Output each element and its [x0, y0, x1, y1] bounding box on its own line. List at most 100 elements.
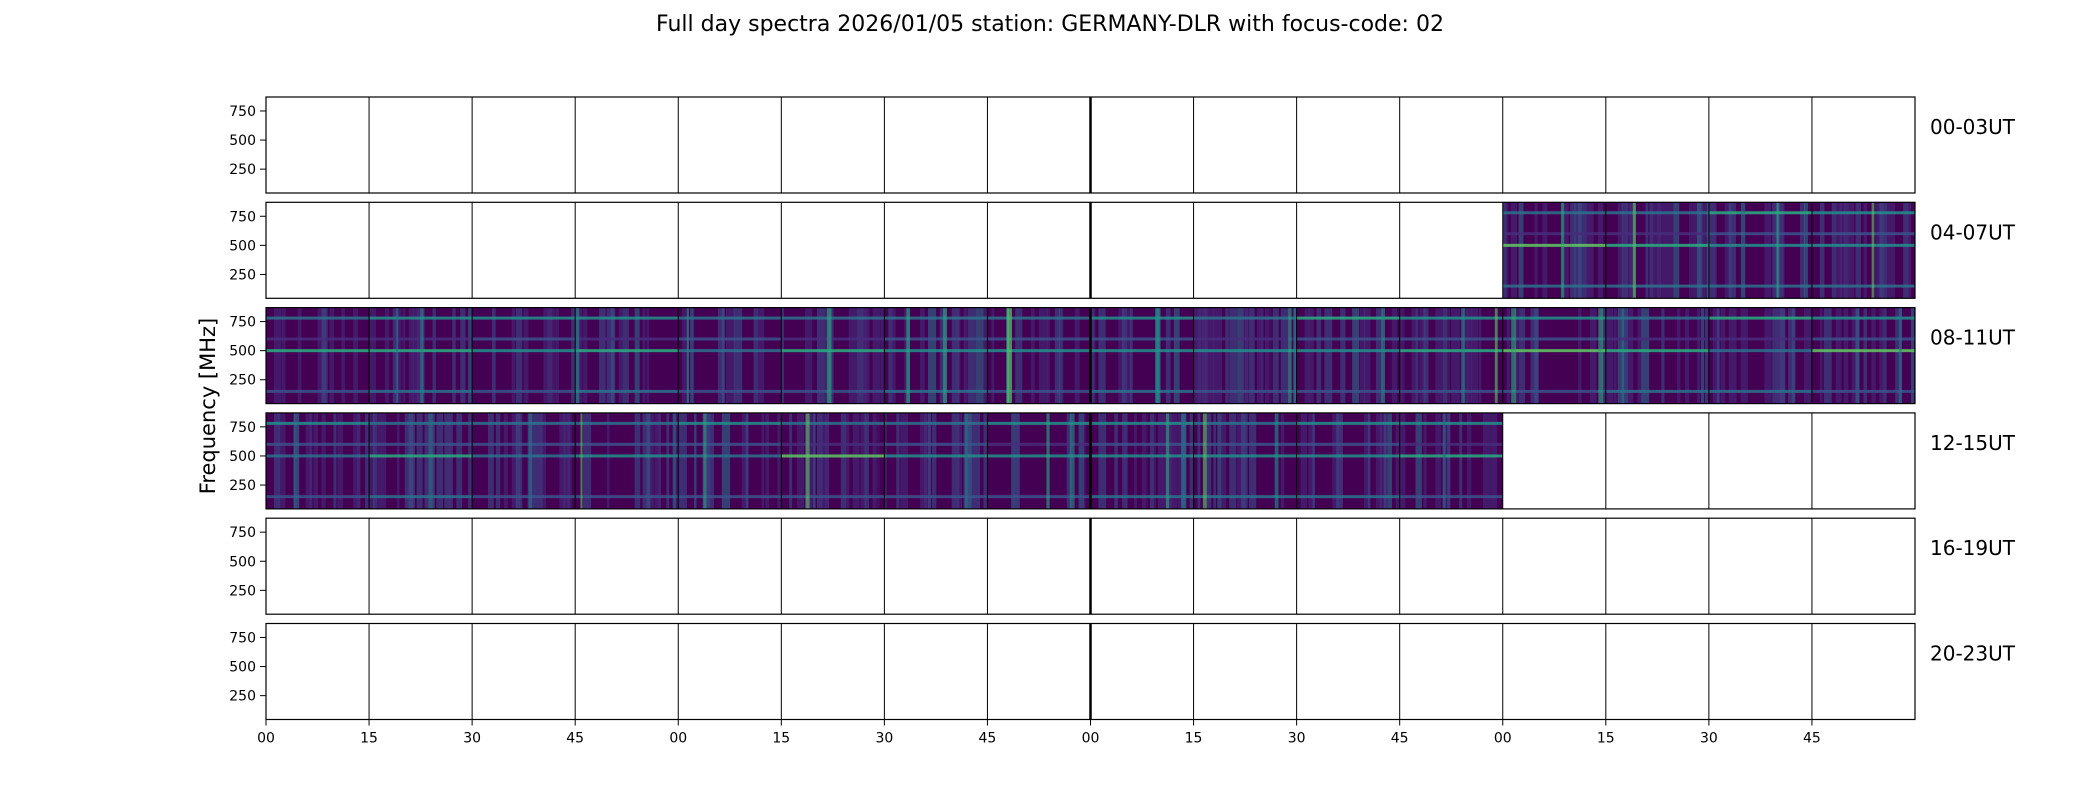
texture-column [408, 412, 415, 509]
band-line [369, 454, 473, 458]
texture-column [650, 412, 654, 509]
band-line [1708, 211, 1812, 215]
x-tick-label: 45 [1391, 731, 1409, 747]
texture-column [1205, 412, 1212, 509]
band-line [1811, 232, 1915, 236]
band-line [781, 495, 885, 499]
y-tick-label: 750 [229, 315, 256, 331]
band-line [266, 442, 370, 446]
texture-column [741, 412, 749, 509]
texture-column [872, 412, 880, 509]
texture-column [1700, 307, 1705, 404]
band-line [1193, 421, 1297, 425]
texture-column [967, 307, 976, 404]
texture-column [1070, 307, 1076, 404]
texture-column [1280, 307, 1289, 404]
texture-column [598, 307, 605, 404]
texture-column [1169, 412, 1178, 509]
band-line [1708, 316, 1812, 320]
texture-column [682, 307, 686, 404]
texture-column [1843, 307, 1849, 404]
band-line [575, 389, 679, 393]
texture-column [848, 307, 857, 404]
texture-column [1605, 307, 1614, 404]
burst-streak [672, 412, 676, 509]
band-line [1296, 389, 1400, 393]
burst-streak [1165, 412, 1170, 509]
texture-column [353, 307, 358, 404]
band-line [266, 337, 370, 341]
texture-column [634, 307, 640, 404]
band-line [1502, 284, 1606, 288]
texture-column [487, 412, 494, 509]
y-tick-label: 250 [229, 583, 256, 599]
texture-column [1221, 412, 1227, 509]
row-label: 00-03UT [1930, 115, 2016, 139]
y-tick-label: 500 [229, 449, 256, 465]
texture-column [1835, 202, 1842, 299]
texture-column [563, 412, 570, 509]
texture-column [602, 307, 607, 404]
texture-column [924, 412, 931, 509]
band-line [575, 316, 679, 320]
texture-column [1471, 307, 1479, 404]
band-line [1502, 316, 1606, 320]
band-line [1296, 495, 1400, 499]
band-line [369, 442, 473, 446]
band-line [1296, 316, 1400, 320]
panel-frame [265, 307, 1916, 405]
texture-column [809, 412, 816, 509]
band-line [987, 421, 1091, 425]
texture-column [1482, 412, 1491, 509]
texture-column [844, 412, 850, 509]
texture-column [1863, 307, 1868, 404]
texture-column [1336, 412, 1343, 509]
texture-column [273, 307, 282, 404]
spectrum-segment [369, 307, 474, 404]
band-line [1811, 349, 1915, 353]
texture-column [1383, 412, 1388, 509]
burst-streak [528, 412, 533, 509]
texture-column [642, 307, 646, 404]
burst-streak [686, 307, 689, 404]
texture-column [1031, 307, 1035, 404]
x-tick-label: 30 [1288, 731, 1306, 747]
x-tick-label: 00 [1082, 731, 1100, 747]
texture-column [955, 307, 961, 404]
texture-column [1114, 412, 1118, 509]
texture-column [1704, 307, 1709, 404]
burst-streak [703, 412, 707, 509]
texture-column [1375, 412, 1382, 509]
band-line [1090, 495, 1194, 499]
texture-column [491, 307, 496, 404]
texture-column [717, 307, 725, 404]
axes-overlay: 750 500 250 00-03UT 750 500 250 04-07UT 750 500 25… [229, 96, 2016, 747]
texture-column [1062, 307, 1070, 404]
spectrum-segment [1708, 202, 1812, 299]
texture-column [1478, 307, 1482, 404]
row-content [266, 412, 1503, 509]
texture-column [1332, 412, 1340, 509]
band-line [1605, 337, 1709, 341]
band-line [1193, 316, 1297, 320]
texture-column [515, 412, 523, 509]
texture-column [1467, 307, 1472, 404]
row-label: 08-11UT [1930, 326, 2016, 350]
burst-streak [943, 307, 948, 404]
burst-streak [1288, 307, 1292, 404]
texture-column [1788, 307, 1795, 404]
row-04-07UT [1502, 202, 1915, 299]
burst-streak [1871, 202, 1875, 299]
texture-column [816, 412, 823, 509]
band-line [1811, 211, 1915, 215]
band-line [1090, 389, 1194, 393]
row-label: 16-19UT [1930, 536, 2016, 560]
texture-column [813, 307, 817, 404]
texture-column [460, 307, 466, 404]
texture-column [384, 307, 390, 404]
panel-frame [265, 517, 1916, 615]
band-line [1605, 389, 1709, 393]
texture-column [408, 307, 414, 404]
texture-column [864, 412, 869, 509]
band-line [987, 454, 1091, 458]
